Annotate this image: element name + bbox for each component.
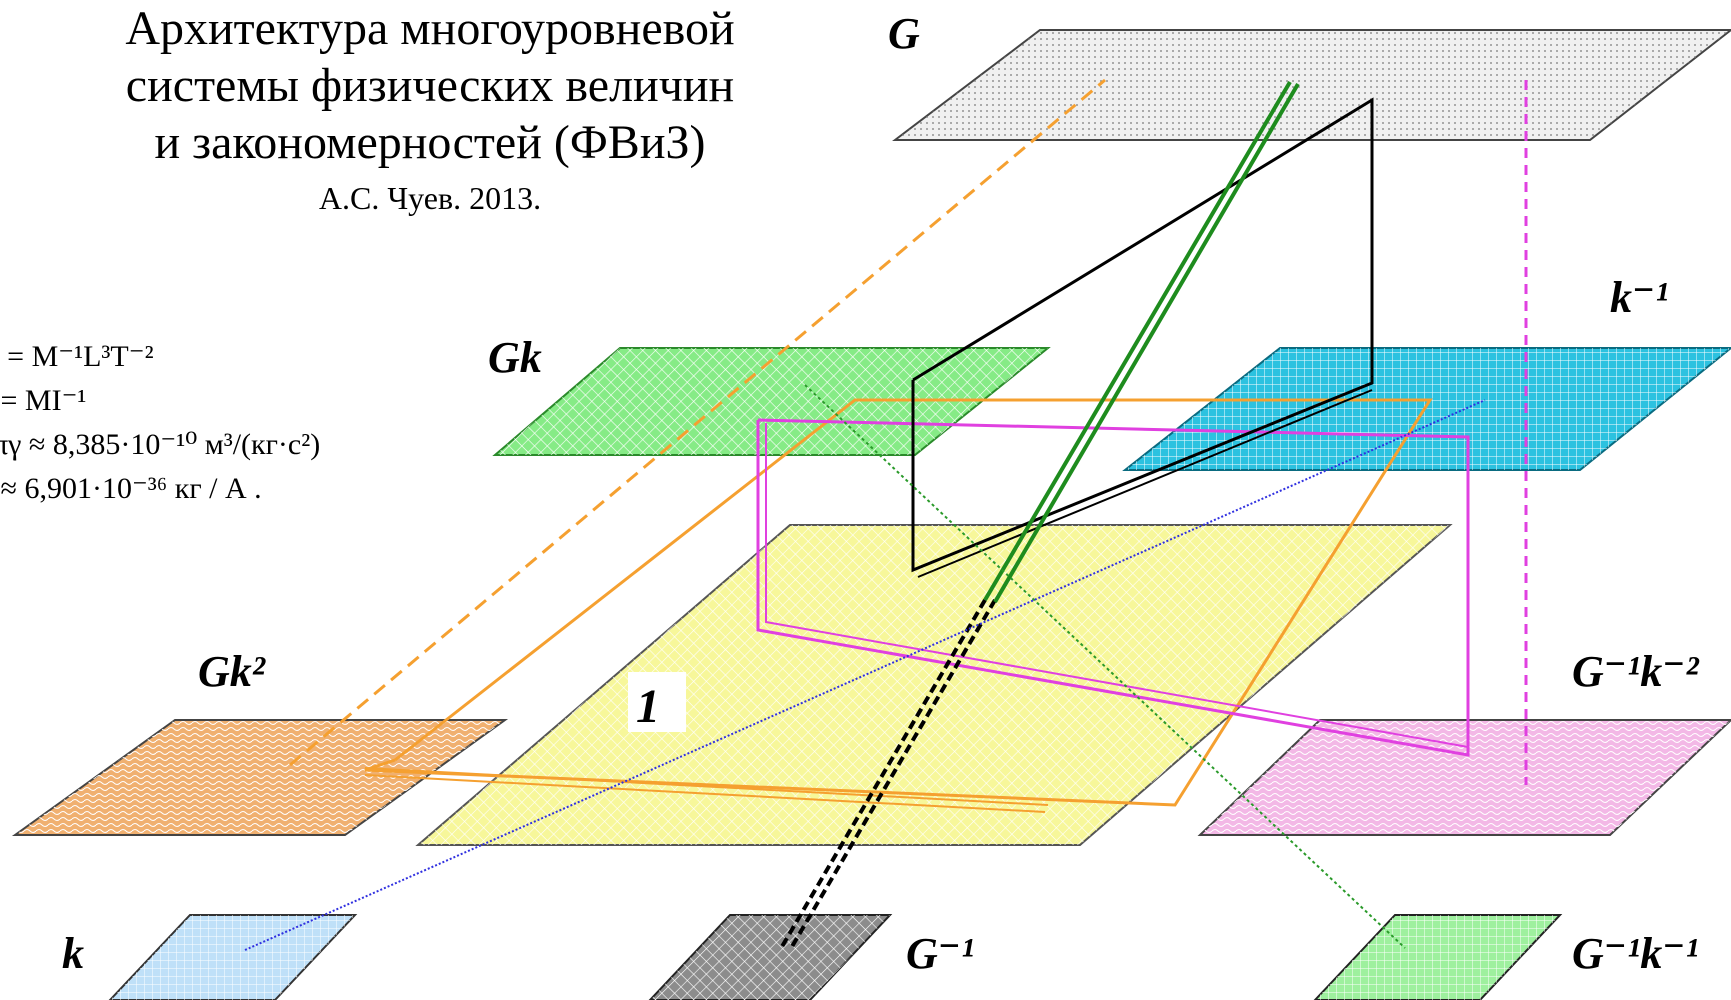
plane-G-inv-k-inv2 (1197, 719, 1731, 836)
label-k: k (62, 929, 84, 978)
plane-G (892, 29, 1731, 141)
plane-k (108, 914, 358, 1000)
label-1-background (628, 672, 686, 732)
title-line-1: Архитектура многоуровневой (125, 2, 735, 55)
title-line-3: и закономерностей (ФВиЗ) (154, 116, 706, 169)
formula-gamma: 4πγ ≈ 8,385·10⁻¹⁰ м³/(кг·с²) (0, 428, 321, 461)
green-connector (804, 80, 1406, 949)
formula-block: G = M⁻¹L³T⁻² k = MI⁻¹ 4πγ ≈ 8,385·10⁻¹⁰ … (0, 335, 320, 511)
title-block: Архитектура многоуровневой системы физич… (40, 0, 820, 223)
plane-G-inv (648, 914, 893, 1000)
magenta-connector (756, 80, 1528, 785)
plane-k-inverse (1122, 347, 1731, 471)
label-G-inv-k-inv2: G⁻¹k⁻² (1572, 647, 1699, 696)
label-Gk: Gk (488, 333, 542, 382)
formula-k-value: k ≈ 6,901·10⁻³⁶ кг / А . (0, 472, 262, 505)
label-G-inv-k-inv: G⁻¹k⁻¹ (1572, 929, 1699, 978)
orange-connector (289, 78, 1433, 813)
author-line: А.С. Чуев. 2013. (318, 180, 542, 216)
label-Gk2: Gk² (198, 647, 266, 696)
formula-G: G = M⁻¹L³T⁻² (0, 340, 154, 373)
label-G: G (888, 9, 920, 58)
black-connector (778, 97, 1374, 952)
plane-G-inv-k-inv (1313, 914, 1563, 1000)
title-line-2: системы физических величин (125, 59, 735, 112)
plane-Gk (492, 347, 1051, 456)
label-k-inverse: k⁻¹ (1610, 273, 1668, 322)
label-1: 1 (636, 680, 660, 733)
label-G-inv: G⁻¹ (906, 929, 974, 978)
formula-k: k = MI⁻¹ (0, 384, 87, 417)
plane-Gk2 (11, 719, 509, 836)
